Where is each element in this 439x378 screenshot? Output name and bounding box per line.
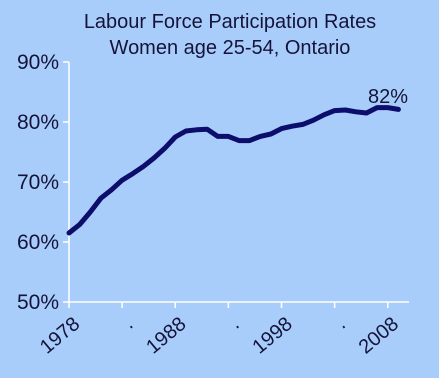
x-tick-label: 1978: [36, 313, 84, 358]
y-tick-label: 60%: [17, 231, 59, 254]
x-tick-label: 1988: [142, 313, 190, 358]
x-ticks: 1978. 1988. 1998. 2008: [36, 302, 403, 358]
y-tick-label: 70%: [17, 171, 59, 194]
x-tick-label: .: [119, 313, 137, 333]
series-line: [66, 105, 401, 236]
chart-title-line-1: Labour Force Participation Rates: [84, 11, 376, 33]
y-tick-label: 50%: [17, 291, 59, 314]
x-tick-label: .: [331, 313, 349, 333]
chart-title-line-2: Women age 25-54, Ontario: [110, 37, 351, 59]
y-ticks: 50% 60% 70% 80% 90%: [17, 51, 69, 314]
end-value-label: 82%: [368, 86, 408, 108]
x-tick-label: 1998: [248, 313, 296, 358]
x-tick-label: 2008: [355, 313, 403, 358]
x-tick-label: .: [225, 313, 243, 333]
y-tick-label: 80%: [17, 111, 59, 134]
y-tick-label: 90%: [17, 51, 59, 74]
